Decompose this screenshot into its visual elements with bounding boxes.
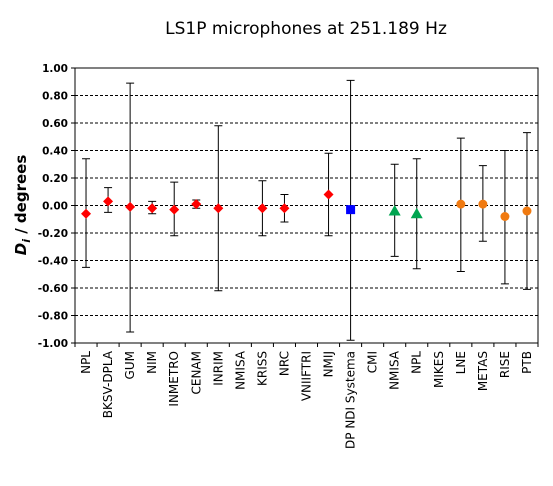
chart-title: LS1P microphones at 251.189 Hz xyxy=(165,19,447,39)
data-point-circle xyxy=(478,199,488,209)
y-tick-label: -0.40 xyxy=(38,256,68,268)
data-point-diamond xyxy=(279,203,290,214)
y-axis-label-rest: / degrees xyxy=(12,155,30,239)
y-tick-label: 0.00 xyxy=(42,201,68,213)
x-tick-label: NIM xyxy=(145,351,159,374)
y-tick-label: 0.40 xyxy=(42,146,68,158)
data-point-square xyxy=(346,205,356,215)
data-markers xyxy=(81,189,532,221)
data-point-diamond xyxy=(169,204,180,215)
data-point-diamond xyxy=(81,208,92,219)
y-axis-label: Di / degrees xyxy=(12,155,33,256)
data-point-diamond xyxy=(191,199,202,210)
x-tick-label: MIKES xyxy=(432,351,446,388)
x-tick-label: NPL xyxy=(79,351,93,374)
grid-layer xyxy=(75,95,538,316)
x-tick-label: NMISA xyxy=(388,350,402,390)
x-tick-label: NMIJ xyxy=(322,351,336,377)
data-point-triangle xyxy=(388,205,401,216)
x-tick-label: BKSV-DPLA xyxy=(101,350,115,418)
x-tick-label: VNIIFTRI xyxy=(300,351,314,401)
x-tick-label: CMI xyxy=(366,351,380,373)
data-point-diamond xyxy=(213,203,224,214)
y-tick-label: 0.80 xyxy=(42,91,68,103)
data-point-diamond xyxy=(147,203,158,214)
y-tick-label: 0.60 xyxy=(42,118,68,130)
data-point-diamond xyxy=(323,189,334,200)
plot-frame xyxy=(74,67,539,344)
y-tick-label: -0.20 xyxy=(38,228,68,240)
x-tick-label: METAS xyxy=(476,351,490,391)
y-tick-labels: 1.00 0.80 0.60 0.40 0.20 0.00 -0.20 -0.40 -0.60 -… xyxy=(38,63,68,350)
x-tick-label: GUM xyxy=(123,351,137,379)
x-tick-label: RISE xyxy=(498,351,512,378)
y-tick-label: -0.60 xyxy=(38,283,68,295)
x-tick-label: KRISS xyxy=(255,351,269,386)
y-axis-label-sub: i xyxy=(20,239,33,243)
y-tick-label: -1.00 xyxy=(38,338,68,350)
data-point-diamond xyxy=(103,196,114,207)
data-point-diamond xyxy=(125,201,136,212)
y-tick-label: 1.00 xyxy=(42,63,68,75)
data-point-diamond xyxy=(257,203,268,214)
data-point-triangle xyxy=(410,207,423,219)
data-point-circle xyxy=(500,212,510,221)
data-point-circle xyxy=(522,206,532,216)
x-tick-label: NRC xyxy=(277,351,291,376)
x-tick-labels: NPL BKSV-DPLA GUM NIM INMETRO CENAM INRIM NMISA… xyxy=(79,350,534,449)
axis-layer xyxy=(71,67,539,347)
x-tick-label: INRIM xyxy=(211,351,225,386)
y-axis-label-main: D xyxy=(12,243,30,255)
data-point-circle xyxy=(456,199,466,209)
x-tick-label: INMETRO xyxy=(167,351,181,407)
y-tick-label: -0.80 xyxy=(38,311,68,323)
x-tick-label: NMISA xyxy=(233,350,247,390)
x-tick-label: CENAM xyxy=(189,351,203,395)
y-tick-label: 0.20 xyxy=(42,173,68,185)
x-tick-label: LNE xyxy=(454,351,468,374)
x-tick-label: NPL xyxy=(410,351,424,374)
x-tick-label: DP NDI Systema xyxy=(344,351,358,449)
x-tick-label: PTB xyxy=(520,351,534,374)
